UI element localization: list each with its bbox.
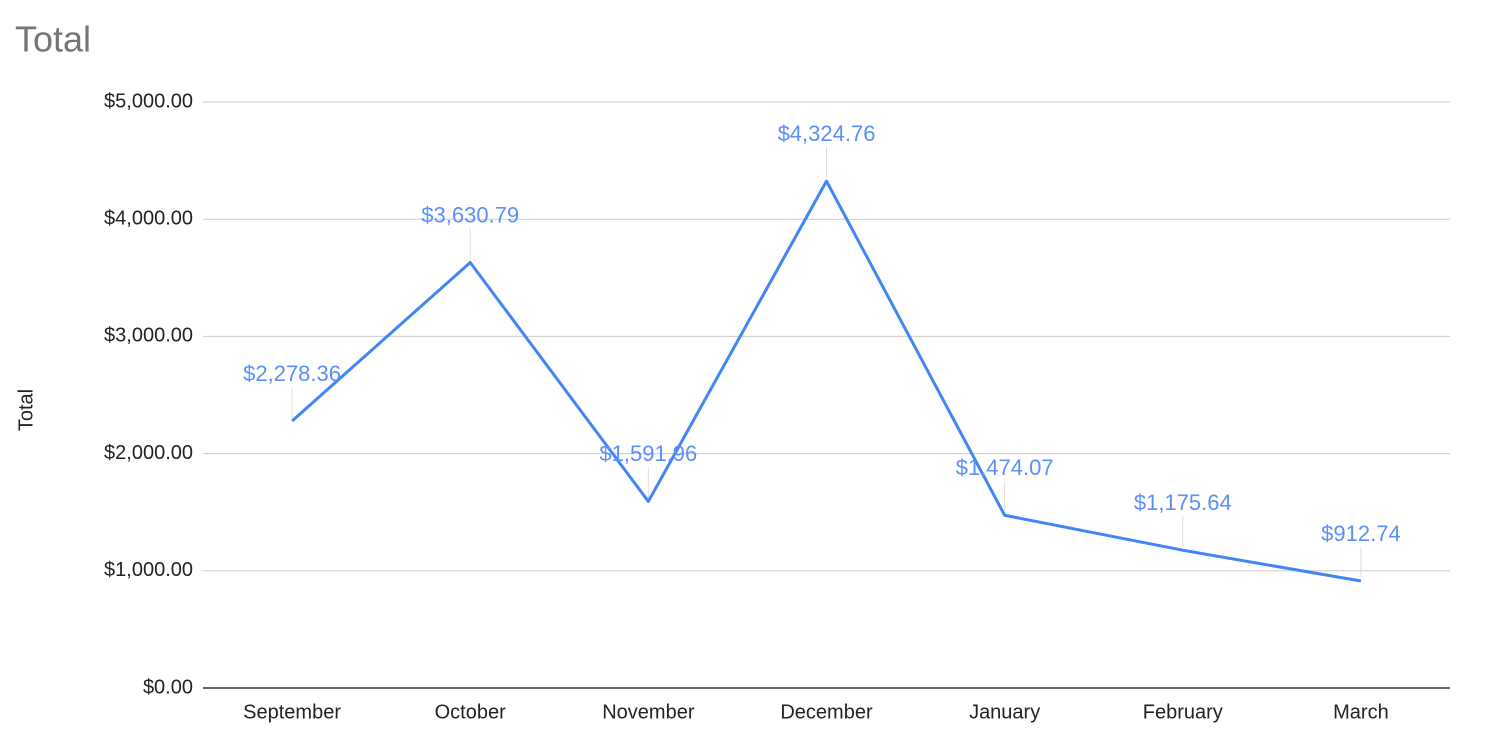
x-tick-label: November [602, 701, 695, 723]
data-line [291, 179, 1362, 583]
x-tick-label: March [1333, 701, 1389, 723]
data-label: $2,278.36 [243, 361, 341, 386]
y-axis-label: Total [15, 389, 37, 431]
data-label: $1,474.07 [956, 455, 1054, 480]
data-label: $912.74 [1321, 521, 1401, 546]
y-tick-label: $4,000.00 [104, 207, 193, 229]
x-tick-label: February [1143, 701, 1223, 723]
data-label: $3,630.79 [421, 202, 519, 227]
y-tick-label: $2,000.00 [104, 442, 193, 464]
x-tick-label: January [969, 701, 1040, 723]
x-tick-label: December [780, 701, 873, 723]
data-label: $1,175.64 [1134, 490, 1232, 515]
y-tick-label: $5,000.00 [104, 90, 193, 112]
y-tick-label: $0.00 [143, 676, 193, 698]
x-tick-label: October [435, 701, 506, 723]
y-tick-label: $3,000.00 [104, 325, 193, 347]
data-label: $1,591.96 [599, 441, 697, 466]
data-label: $4,324.76 [778, 121, 876, 146]
x-tick-label: September [243, 701, 341, 723]
chart-title: Total [15, 19, 91, 60]
y-tick-label: $1,000.00 [104, 559, 193, 581]
